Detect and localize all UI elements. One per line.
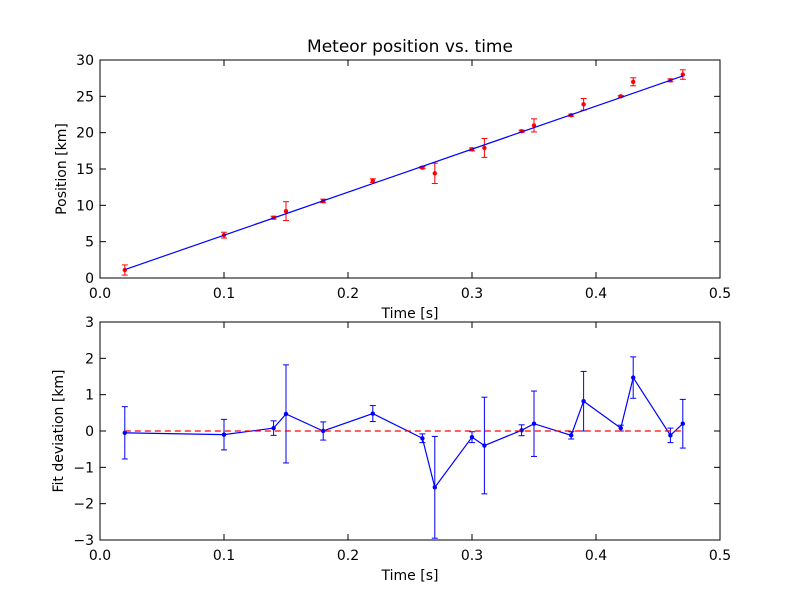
deviation-plot-x-tick-label: 0.0 bbox=[89, 548, 111, 564]
deviation-plot-data-point bbox=[370, 411, 375, 416]
deviation-plot-ticks: 0.0 0.1 0.2 0.3 0.4 0.5 −3 −2 −1 0 1 2 3 bbox=[73, 315, 731, 564]
position-plot-data-point bbox=[432, 171, 437, 176]
chart-title: Meteor position vs. time bbox=[307, 37, 513, 57]
position-plot-y-tick-label: 20 bbox=[76, 126, 94, 142]
position-plot-data-point bbox=[482, 145, 487, 151]
position-plot-y-tick-label: 10 bbox=[76, 198, 94, 214]
position-plot-frame bbox=[99, 59, 721, 279]
deviation-plot-y-tick-label: 0 bbox=[85, 424, 94, 440]
deviation-plot-data-point bbox=[283, 411, 289, 417]
position-plot-y-tick-label: 25 bbox=[76, 89, 94, 105]
deviation-plot-data-point bbox=[482, 443, 487, 448]
deviation-plot-data-point bbox=[581, 399, 586, 404]
deviation-plot-x-tick-label: 0.3 bbox=[461, 548, 483, 564]
deviation-plot-x-tick-label: 0.4 bbox=[585, 548, 607, 564]
position-plot-x-tick-label: 0.4 bbox=[585, 286, 607, 302]
deviation-plot-data-point bbox=[420, 436, 425, 441]
deviation-plot-data-point bbox=[321, 428, 326, 434]
deviation-plot-x-tick-label: 0.1 bbox=[213, 548, 235, 564]
deviation-plot-data-point bbox=[469, 434, 475, 440]
deviation-plot-data-point bbox=[618, 425, 623, 431]
deviation-plot-data-point bbox=[271, 425, 276, 431]
position-plot-x-tick-label: 0.2 bbox=[337, 286, 359, 302]
deviation-plot-x-tick-label: 0.2 bbox=[337, 548, 359, 564]
position-plot-x-tick-label: 0.0 bbox=[89, 286, 111, 302]
deviation-plot-frame bbox=[99, 321, 721, 541]
deviation-plot-x-axis-label: Time [s] bbox=[381, 568, 439, 584]
position-plot-x-tick-label: 0.3 bbox=[461, 286, 483, 302]
deviation-plot-data-point bbox=[221, 432, 227, 437]
deviation-plot-y-axis-label: Fit deviation [km] bbox=[51, 369, 67, 492]
deviation-plot-y-tick-label: −1 bbox=[73, 460, 94, 476]
deviation-plot-series-line bbox=[124, 376, 684, 489]
position-plot-x-tick-label: 0.5 bbox=[709, 286, 731, 302]
position-plot-data-point bbox=[631, 79, 636, 85]
position-plot-data-point bbox=[122, 267, 128, 273]
position-plot-y-tick-label: 15 bbox=[76, 162, 94, 178]
position-plot-data-point bbox=[283, 208, 289, 214]
position-plot-data-point bbox=[370, 178, 375, 183]
position-plot-x-axis-label: Time [s] bbox=[381, 306, 439, 322]
deviation-plot-data-point bbox=[668, 433, 673, 438]
deviation-plot-data-point bbox=[122, 430, 128, 436]
deviation-plot-x-tick-label: 0.5 bbox=[709, 548, 731, 564]
deviation-plot-y-tick-label: −2 bbox=[73, 497, 94, 513]
position-plot-y-tick-label: 30 bbox=[76, 53, 94, 69]
deviation-plot-data-point bbox=[631, 375, 636, 380]
deviation-plot: 0.0 0.1 0.2 0.3 0.4 0.5 −3 −2 −1 0 1 2 3 Time [s] Fi… bbox=[51, 315, 731, 584]
position-plot-x-tick-label: 0.1 bbox=[213, 286, 235, 302]
deviation-plot-y-tick-label: −3 bbox=[73, 533, 94, 549]
deviation-plot-data bbox=[121, 356, 686, 539]
deviation-plot-data-point bbox=[519, 428, 524, 433]
position-plot-fit-line bbox=[124, 75, 683, 271]
position-plot-y-tick-label: 0 bbox=[85, 271, 94, 287]
deviation-plot-y-tick-label: 1 bbox=[85, 388, 94, 404]
position-plot-y-axis-label: Position [km] bbox=[54, 123, 70, 215]
position-plot-data bbox=[121, 69, 686, 276]
position-plot-data-point bbox=[581, 102, 586, 107]
deviation-plot-y-tick-label: 3 bbox=[85, 315, 94, 331]
deviation-plot-y-tick-label: 2 bbox=[85, 351, 94, 367]
deviation-plot-data-point bbox=[432, 485, 437, 490]
position-plot-data-point bbox=[680, 72, 685, 77]
deviation-plot-data-point bbox=[569, 433, 574, 438]
position-plot-data-point bbox=[531, 123, 537, 128]
position-plot-ticks: 0.0 0.1 0.2 0.3 0.4 0.5 0 5 10 15 20 25 30 bbox=[76, 53, 731, 302]
deviation-plot-data-point bbox=[531, 421, 537, 426]
position-plot-y-tick-label: 5 bbox=[85, 235, 94, 251]
deviation-plot-data-point bbox=[680, 421, 685, 426]
position-plot: Meteor position vs. time 0.0 0.1 0.2 0.3 0.4… bbox=[54, 37, 731, 322]
